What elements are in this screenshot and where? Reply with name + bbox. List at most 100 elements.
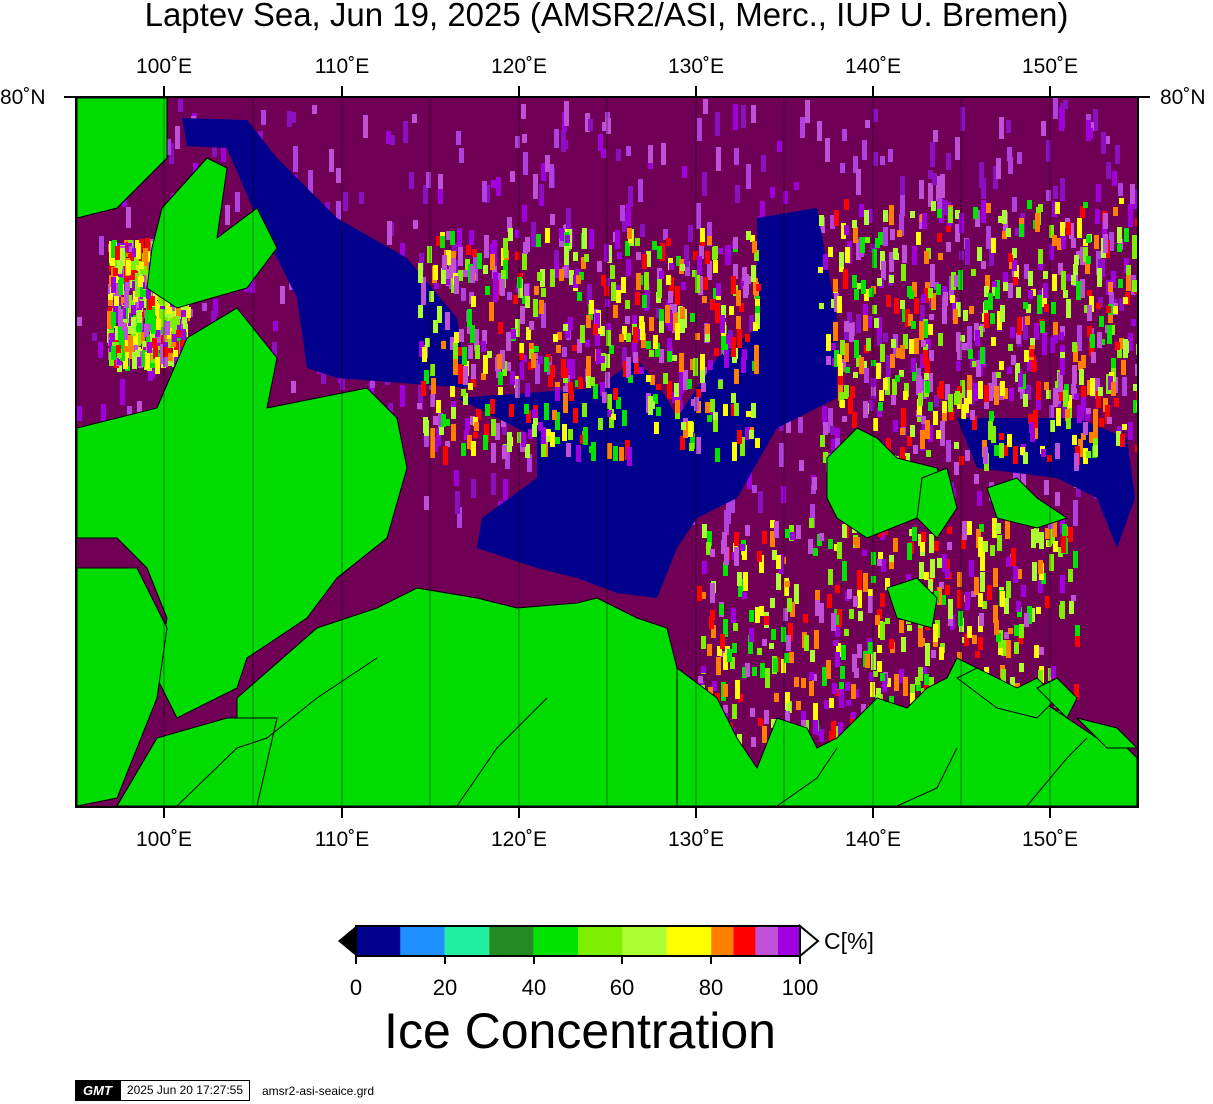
ice-bit [522, 253, 527, 270]
ice-bit [639, 367, 644, 374]
ice-bit [946, 242, 951, 252]
speckle [856, 239, 861, 260]
ice-bit [519, 353, 524, 360]
speckle [1006, 120, 1011, 133]
ice-bit [769, 643, 774, 649]
ice-bit [1038, 249, 1043, 264]
ice-bit [1021, 374, 1026, 389]
ice-bit [837, 296, 842, 313]
ice-bit [451, 424, 456, 441]
ice-bit [921, 416, 926, 424]
ice-bit [711, 625, 716, 638]
ice-bit [917, 376, 922, 393]
ice-bit [580, 325, 585, 343]
ice-bit [585, 340, 590, 347]
ice-bit [560, 231, 565, 241]
ice-bit [1036, 381, 1041, 400]
ice-bit [146, 334, 151, 349]
speckle [899, 214, 904, 236]
speckle [1046, 190, 1051, 201]
ice-bit [471, 364, 476, 379]
gmt-logo: GMT [75, 1080, 120, 1101]
ice-bit [155, 357, 160, 374]
ice-bit [121, 306, 126, 319]
ice-bit [928, 579, 933, 592]
ice-bit [950, 295, 955, 303]
speckle [456, 131, 461, 145]
speckle [952, 297, 957, 320]
ice-bit [616, 290, 621, 303]
ice-bit [701, 666, 706, 673]
ice-bit [1008, 344, 1013, 351]
ice-bit [755, 607, 760, 623]
ice-bit [910, 684, 915, 698]
ice-bit [507, 432, 512, 452]
ice-bit [138, 282, 143, 297]
ice-bit [996, 372, 1001, 378]
graticule [163, 98, 1051, 806]
ice-bit [636, 252, 641, 260]
ice-bit [563, 386, 568, 392]
speckle [527, 454, 532, 472]
ice-bit [172, 325, 177, 334]
colorbar-tick-80: 80 [698, 975, 724, 1000]
speckle [1106, 162, 1111, 179]
speckle [626, 204, 631, 226]
ice-bit [1078, 439, 1083, 457]
colorbar-tick-0: 0 [349, 975, 363, 1000]
speckle [485, 185, 490, 203]
speckle [900, 195, 905, 216]
ice-bit [1117, 227, 1122, 243]
lon-label-bottom-140: 140˚E [844, 828, 902, 851]
ice-bit [978, 593, 983, 607]
ice-bit [845, 682, 850, 691]
ice-bit [1030, 428, 1035, 442]
ice-bit [550, 269, 555, 287]
speckle [862, 140, 867, 160]
gmt-timestamp: GMT 2025 Jun 20 17:27:55 amsr2-asi-seaic… [75, 1080, 374, 1101]
speckle [250, 278, 255, 293]
ice-bit [969, 306, 974, 314]
ice-bit [116, 345, 121, 353]
ice-bit [439, 427, 444, 435]
ice-bit [991, 337, 996, 346]
ice-bit [796, 701, 801, 710]
speckle [1128, 422, 1133, 440]
ice-bit [828, 539, 833, 549]
ice-bit [918, 667, 923, 681]
ice-bit [835, 428, 840, 438]
ice-bit [907, 625, 912, 631]
ice-bit [1049, 554, 1054, 571]
ice-bit [689, 443, 694, 451]
ice-bit [742, 545, 747, 560]
lon-label-top-100: 100˚E [135, 55, 193, 78]
speckle [777, 141, 782, 152]
ice-bit [111, 312, 116, 326]
ice-bit [901, 637, 906, 652]
lon-label-bottom-100: 100˚E [135, 828, 193, 851]
ice-bit [593, 384, 598, 399]
ice-bit [744, 274, 749, 293]
ice-bit [600, 382, 605, 396]
ice-bit [948, 599, 953, 619]
ice-bit [900, 428, 905, 435]
ice-bit [1087, 305, 1092, 321]
ice-bit [1039, 532, 1044, 549]
ice-bit [737, 572, 742, 586]
speckle [648, 145, 653, 163]
ice-bit [851, 684, 856, 699]
speckle [880, 156, 885, 165]
ice-bit [881, 261, 886, 280]
ice-bit [1061, 271, 1066, 290]
ice-bit [644, 272, 649, 290]
ice-bit [625, 241, 630, 256]
ice-bit [613, 305, 618, 318]
ice-bit [1135, 445, 1137, 452]
ice-bit [131, 261, 136, 270]
ice-bit [573, 275, 578, 288]
speckle [959, 251, 964, 260]
ice-bit [770, 598, 775, 608]
ice-bit [576, 275, 581, 284]
ice-bit [517, 277, 522, 288]
ice-bit [672, 304, 677, 313]
